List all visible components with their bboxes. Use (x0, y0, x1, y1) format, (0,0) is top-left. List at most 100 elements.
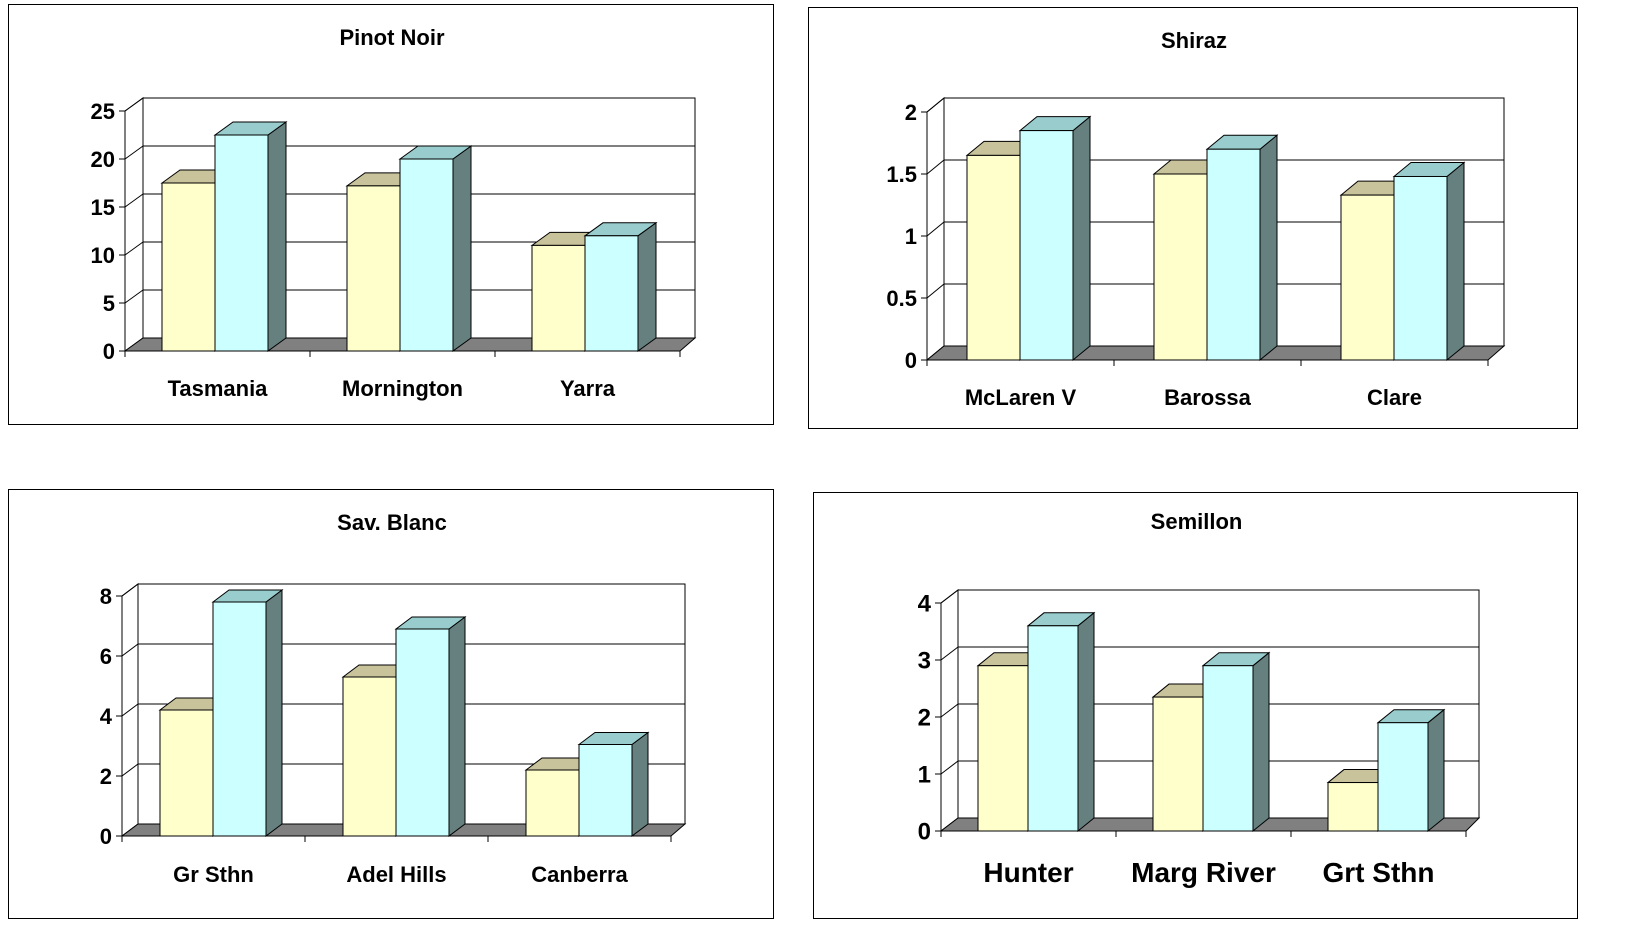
gridline-side (124, 241, 144, 256)
x-tick-label: Mornington (342, 376, 463, 401)
chart-panel-pinot-noir: Pinot Noir 0 5 10 15 20 25 Tasmania Mornington Ya… (8, 4, 774, 425)
bar-gr-sthn-series-2 (211, 589, 284, 837)
chart-sav-blanc: Sav. Blanc 0 2 4 6 8 Gr Sthn Adel Hills Canberra (100, 510, 687, 887)
bar-front (977, 665, 1029, 832)
bar-front (346, 185, 401, 352)
bar-side (1446, 161, 1465, 362)
gridline-side (121, 643, 139, 657)
bar-front (1027, 625, 1079, 832)
x-tick-label: Gr Sthn (173, 862, 254, 887)
bar-adel-hills-series-2 (394, 616, 467, 837)
bar-front (531, 244, 586, 352)
bar-front (395, 628, 450, 837)
bar-side (1252, 651, 1270, 833)
bar-marg-river-series-2 (1201, 651, 1271, 833)
y-tick-label: 1 (905, 224, 917, 249)
gridline-side (926, 283, 945, 299)
gridline-side (124, 145, 144, 160)
x-tick-label: Yarra (560, 376, 616, 401)
chart-shiraz: Shiraz 0 0.5 1 1.5 2 McLaren V Barossa Clare (886, 28, 1506, 410)
gridline-side (124, 193, 144, 208)
bar-barossa-series-2 (1205, 134, 1279, 362)
bar-side (637, 221, 657, 352)
bar-front (214, 134, 269, 352)
bar-mclaren-v-series-2 (1018, 115, 1092, 362)
y-tick-label: 2 (100, 764, 112, 789)
chart-panel-sav-blanc: Sav. Blanc 0 2 4 6 8 Gr Sthn Adel Hills Canberra (8, 489, 774, 919)
gridline-side (926, 97, 945, 113)
gridline-side (940, 646, 959, 661)
y-tick-label: 20 (91, 147, 115, 172)
y-tick-label: 2 (905, 100, 917, 125)
bar-front (1152, 696, 1204, 832)
bar-side (267, 121, 287, 352)
y-tick-label: 3 (918, 648, 931, 675)
x-tick-label: Hunter (983, 857, 1073, 888)
gridline-side (124, 97, 144, 112)
bar-side (265, 589, 283, 837)
y-tick-label: 2 (918, 705, 931, 732)
bar-side (452, 145, 472, 352)
bar-front (1153, 173, 1208, 361)
chart-title: Sav. Blanc (337, 510, 447, 535)
y-tick-label: 0 (905, 348, 917, 373)
chart-title: Pinot Noir (339, 25, 445, 50)
bar-front (1206, 148, 1261, 361)
x-tick-label: Grt Sthn (1323, 857, 1435, 888)
bar-front (1393, 175, 1448, 361)
bar-grt-sthn-series-2 (1376, 708, 1446, 833)
x-tick-label: Canberra (531, 862, 628, 887)
y-tick-label: 4 (918, 591, 932, 618)
y-tick-label: 8 (100, 584, 112, 609)
x-tick-label: Barossa (1164, 385, 1252, 410)
gridline-side (940, 589, 959, 604)
y-tick-label: 25 (91, 99, 115, 124)
bar-front (159, 709, 214, 837)
y-tick-label: 5 (103, 291, 115, 316)
bar-side (448, 616, 466, 837)
bar-mornington-series-2 (398, 145, 473, 352)
gridline-side (121, 583, 139, 597)
side-wall (124, 97, 144, 352)
bar-front (1019, 130, 1074, 361)
y-tick-label: 1 (918, 762, 931, 789)
x-tick-label: Clare (1367, 385, 1422, 410)
bar-side (1259, 134, 1278, 362)
chart-panel-shiraz: Shiraz 0 0.5 1 1.5 2 McLaren V Barossa Clare (808, 7, 1578, 429)
y-tick-label: 15 (91, 195, 115, 220)
bar-side (1072, 115, 1091, 362)
bar-front (966, 154, 1021, 361)
y-tick-label: 0.5 (886, 286, 917, 311)
gridline-side (926, 221, 945, 237)
bar-yarra-series-2 (583, 221, 658, 352)
y-tick-label: 10 (91, 243, 115, 268)
y-tick-label: 1.5 (886, 162, 917, 187)
x-tick-label: Marg River (1131, 857, 1276, 888)
y-tick-label: 4 (100, 704, 113, 729)
bar-canberra-series-2 (577, 731, 650, 837)
x-tick-label: Tasmania (168, 376, 269, 401)
bar-side (631, 731, 649, 837)
gridline-side (926, 159, 945, 175)
bar-tasmania-series-2 (213, 121, 288, 352)
bar-front (1202, 665, 1254, 832)
bar-front (1377, 722, 1429, 832)
gridline-side (121, 703, 139, 717)
bar-front (578, 744, 633, 837)
chart-title: Semillon (1151, 509, 1243, 534)
bar-front (161, 182, 216, 352)
bar-side (1077, 611, 1095, 833)
gridline-side (124, 289, 144, 304)
bar-front (1340, 194, 1395, 361)
x-tick-label: Adel Hills (346, 862, 446, 887)
bar-front (584, 235, 639, 352)
bar-front (399, 158, 454, 352)
chart-panel-semillon: Semillon 0 1 2 3 4 Hunter Marg River Grt Sthn (813, 492, 1578, 919)
bar-front (1327, 782, 1379, 832)
bar-clare-series-2 (1392, 161, 1466, 362)
bar-side (1427, 708, 1445, 833)
chart-title: Shiraz (1161, 28, 1227, 53)
x-tick-label: McLaren V (965, 385, 1077, 410)
bar-front (212, 601, 267, 837)
y-tick-label: 6 (100, 644, 112, 669)
